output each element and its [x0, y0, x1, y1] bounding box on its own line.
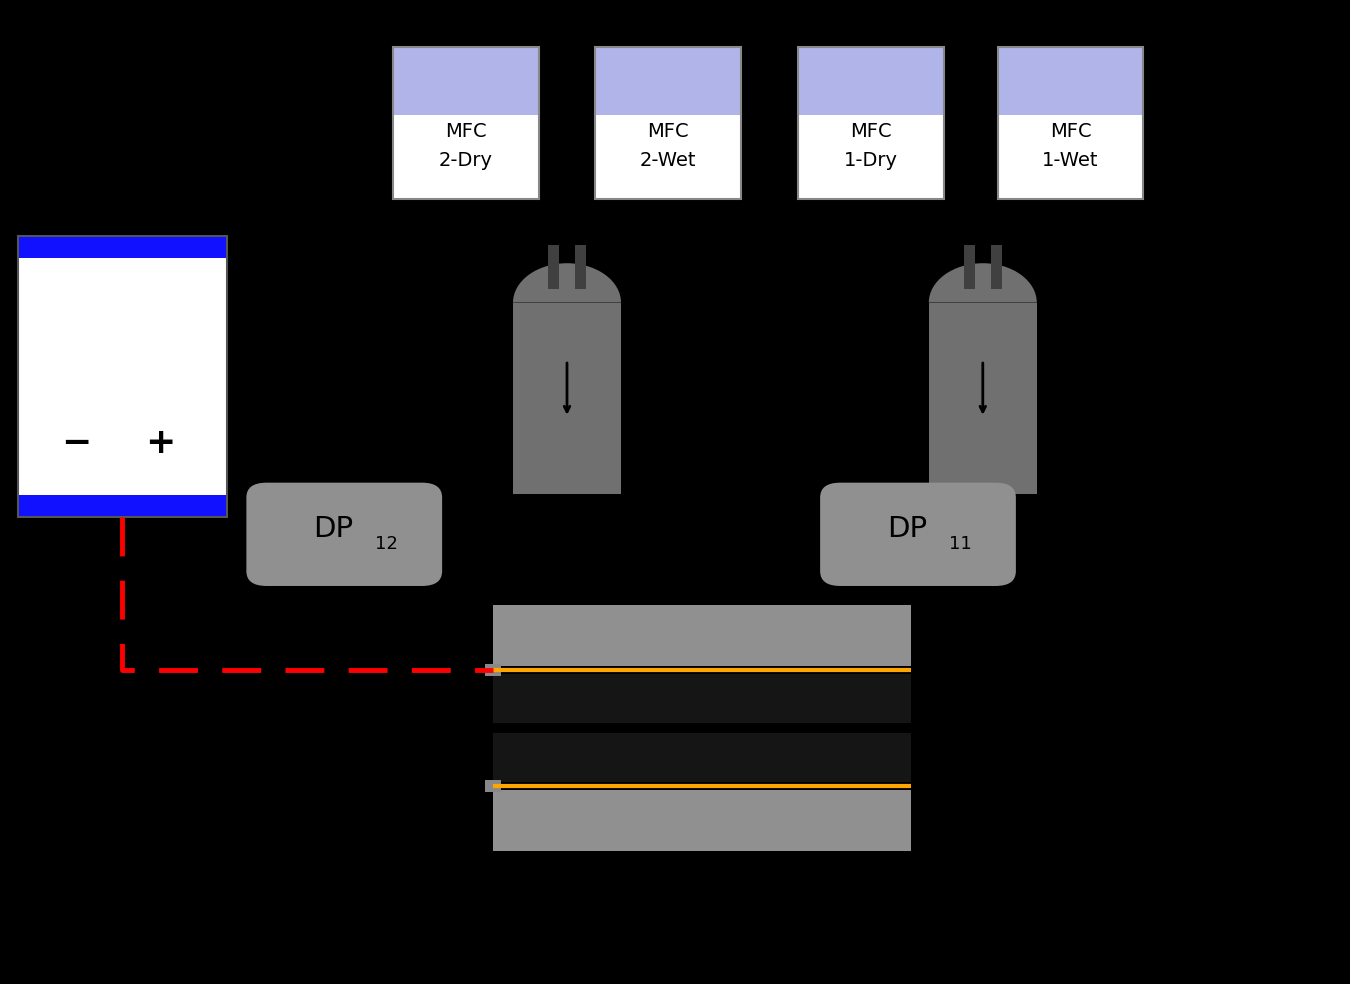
Wedge shape: [513, 263, 621, 303]
Text: 11: 11: [949, 535, 971, 553]
FancyBboxPatch shape: [493, 674, 911, 723]
FancyBboxPatch shape: [998, 46, 1143, 199]
FancyBboxPatch shape: [964, 244, 975, 288]
FancyBboxPatch shape: [929, 303, 1037, 494]
FancyBboxPatch shape: [548, 244, 559, 288]
FancyBboxPatch shape: [485, 664, 501, 676]
FancyBboxPatch shape: [819, 482, 1017, 585]
Text: 1-Dry: 1-Dry: [844, 152, 898, 170]
FancyBboxPatch shape: [18, 236, 227, 258]
FancyBboxPatch shape: [485, 780, 501, 792]
Text: MFC: MFC: [850, 122, 891, 141]
FancyBboxPatch shape: [493, 790, 911, 851]
Wedge shape: [929, 263, 1037, 303]
FancyBboxPatch shape: [18, 495, 227, 517]
Text: 1-Wet: 1-Wet: [1042, 152, 1099, 170]
Text: 2-Dry: 2-Dry: [439, 152, 493, 170]
Text: DP: DP: [887, 516, 927, 543]
Text: MFC: MFC: [648, 122, 688, 141]
Polygon shape: [998, 46, 1143, 115]
FancyBboxPatch shape: [798, 46, 944, 199]
FancyBboxPatch shape: [493, 733, 911, 782]
Text: 12: 12: [375, 535, 398, 553]
Polygon shape: [393, 46, 539, 115]
Polygon shape: [798, 46, 944, 115]
FancyBboxPatch shape: [18, 258, 227, 495]
FancyBboxPatch shape: [513, 303, 621, 494]
Text: MFC: MFC: [446, 122, 486, 141]
Text: MFC: MFC: [1050, 122, 1091, 141]
FancyBboxPatch shape: [493, 605, 911, 666]
Text: DP: DP: [313, 516, 354, 543]
Polygon shape: [595, 46, 741, 115]
FancyBboxPatch shape: [595, 46, 741, 199]
FancyBboxPatch shape: [575, 244, 586, 288]
Text: 2-Wet: 2-Wet: [640, 152, 697, 170]
Text: −: −: [61, 426, 92, 460]
FancyBboxPatch shape: [393, 46, 539, 199]
FancyBboxPatch shape: [246, 482, 441, 585]
FancyBboxPatch shape: [991, 244, 1002, 288]
Text: +: +: [144, 426, 176, 460]
